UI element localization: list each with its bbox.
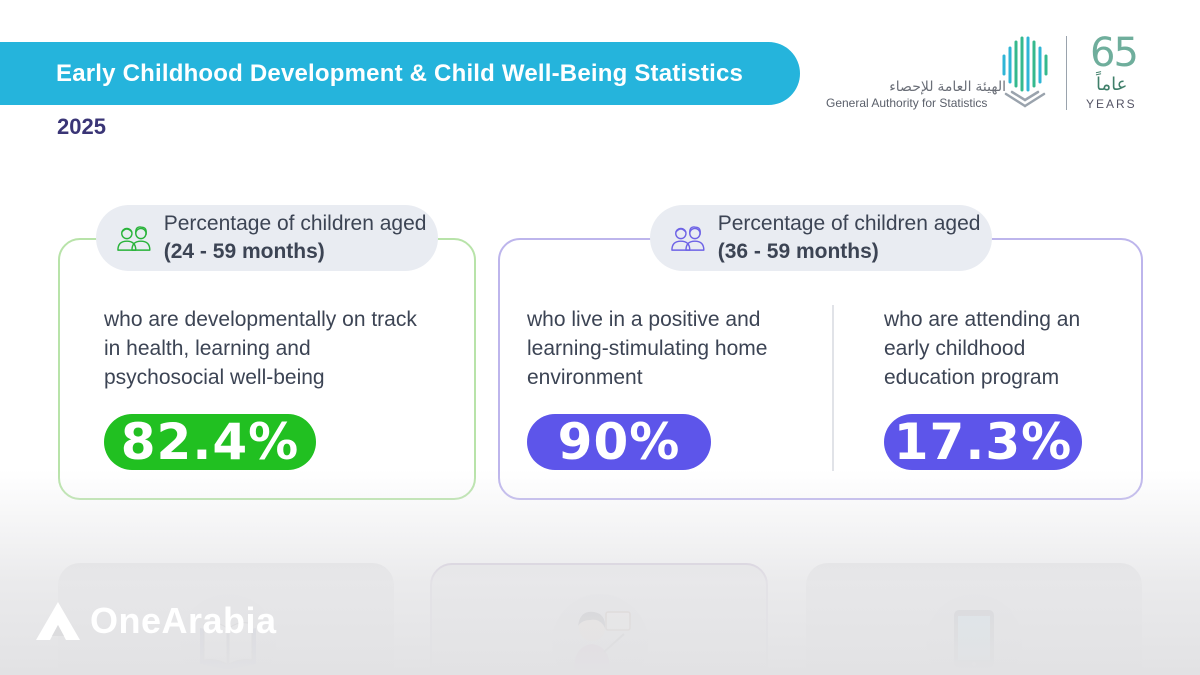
column-divider [832, 305, 834, 471]
anniversary-english: YEARS [1086, 97, 1137, 111]
gastat-logo-icon [1002, 36, 1048, 108]
year-label: 2025 [57, 114, 106, 139]
age-range-left: (24 - 59 months) [163, 240, 325, 263]
bottom-fade-overlay [0, 470, 1200, 675]
org-name-english: General Authority for Statistics [826, 96, 988, 110]
age-group-label-left: Percentage of children aged (24 - 59 mon… [96, 205, 438, 271]
page-title: Early Childhood Development & Child Well… [56, 59, 744, 87]
age-group-text-right: Percentage of children aged (36 - 59 mon… [718, 210, 992, 266]
onearabia-logo-icon [36, 602, 80, 640]
anniversary-arabic: عاماً [1096, 74, 1128, 94]
logo-block: الهيئة العامة للإحصاء General Authority … [820, 30, 1160, 115]
watermark-text: OneArabia [90, 600, 277, 641]
stat-value-education-program: 17.3% [884, 413, 1082, 471]
children-icon [117, 226, 151, 251]
stat-description-home-environment: who live in a positive and learning-stim… [527, 308, 768, 389]
anniversary-logo: 65 عاماً YEARS [1082, 30, 1152, 114]
logo-divider [1066, 36, 1067, 110]
title-banner: Early Childhood Development & Child Well… [0, 42, 800, 105]
age-range-right: (36 - 59 months) [717, 240, 879, 263]
org-name-arabic: الهيئة العامة للإحصاء [889, 78, 1006, 94]
stat-value-home-environment: 90% [527, 413, 711, 471]
stat-description-on-track: who are developmentally on track in heal… [104, 308, 417, 389]
age-group-label-right: Percentage of children aged (36 - 59 mon… [650, 205, 992, 271]
stat-description-education-program: who are attending an early childhood edu… [884, 308, 1081, 389]
age-group-prefix-left: Percentage of children aged [163, 212, 427, 235]
age-group-prefix-right: Percentage of children aged [717, 212, 981, 235]
anniversary-number: 65 [1090, 30, 1139, 76]
children-icon [671, 226, 705, 251]
watermark: OneArabia [34, 600, 277, 642]
stat-value-on-track: 82.4% [104, 413, 316, 471]
age-group-text-left: Percentage of children aged (24 - 59 mon… [164, 210, 438, 266]
